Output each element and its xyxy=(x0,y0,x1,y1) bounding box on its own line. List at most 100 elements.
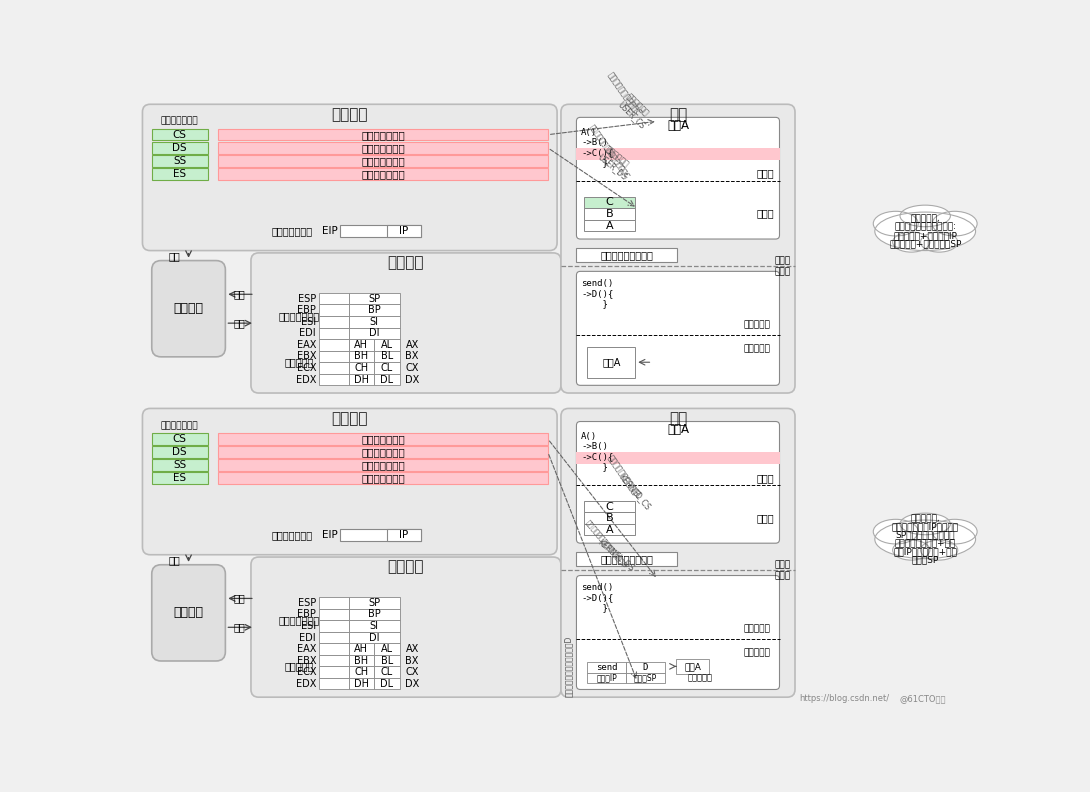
FancyBboxPatch shape xyxy=(577,576,779,690)
Text: 指令指针寄存器: 指令指针寄存器 xyxy=(271,531,313,540)
Ellipse shape xyxy=(900,205,950,227)
Text: EIP: EIP xyxy=(323,227,338,236)
Text: IP: IP xyxy=(399,530,409,540)
Ellipse shape xyxy=(932,211,977,236)
Text: DI: DI xyxy=(368,633,379,642)
Text: }: } xyxy=(581,604,608,612)
Text: 指令: 指令 xyxy=(169,251,181,261)
Text: CL: CL xyxy=(380,667,393,677)
Text: }: } xyxy=(581,463,608,471)
FancyBboxPatch shape xyxy=(143,409,557,554)
Text: SI: SI xyxy=(370,317,378,327)
Text: AH: AH xyxy=(354,340,368,350)
Text: KERNEL_CS: KERNEL_CS xyxy=(617,473,652,512)
Text: EBX: EBX xyxy=(296,656,316,665)
Bar xyxy=(349,632,400,643)
Bar xyxy=(626,662,665,672)
FancyBboxPatch shape xyxy=(577,421,779,543)
Text: ->D(){: ->D(){ xyxy=(581,289,614,299)
Text: C: C xyxy=(606,501,614,512)
Ellipse shape xyxy=(875,520,976,558)
FancyBboxPatch shape xyxy=(152,565,226,661)
Text: 数据段: 数据段 xyxy=(756,208,774,219)
Bar xyxy=(577,248,677,262)
Text: EBP: EBP xyxy=(298,305,316,315)
Bar xyxy=(319,632,349,643)
Text: SP: SP xyxy=(368,598,380,607)
Text: 用户态: 用户态 xyxy=(774,560,790,569)
Text: 用户态: 用户态 xyxy=(774,256,790,265)
Bar xyxy=(319,293,349,304)
Bar xyxy=(577,148,779,160)
Text: 代码段: 代码段 xyxy=(756,473,774,483)
Text: DH: DH xyxy=(354,375,368,385)
Bar xyxy=(374,666,400,678)
Bar xyxy=(577,452,779,464)
Text: 数据单元: 数据单元 xyxy=(388,255,424,270)
Bar xyxy=(218,433,548,444)
Bar xyxy=(349,608,400,620)
Bar xyxy=(319,316,349,328)
Bar xyxy=(584,219,634,231)
Text: EAX: EAX xyxy=(296,340,316,350)
Text: 内存: 内存 xyxy=(669,107,687,122)
Text: 用户态进程执行到函数C: 用户态进程执行到函数C xyxy=(607,70,643,117)
Text: B: B xyxy=(606,513,614,524)
Bar xyxy=(349,666,374,678)
Bar xyxy=(152,168,207,180)
Bar xyxy=(626,672,665,683)
Text: DX: DX xyxy=(405,375,420,385)
Text: KERNEL_DS: KERNEL_DS xyxy=(596,538,637,573)
Bar xyxy=(588,672,626,683)
Text: A(): A() xyxy=(581,128,597,137)
Text: https://blog.csdn.net/: https://blog.csdn.net/ xyxy=(799,695,889,703)
Text: 结果: 结果 xyxy=(233,623,245,632)
Text: BP: BP xyxy=(367,305,380,315)
Text: 段选择子寄存器: 段选择子寄存器 xyxy=(161,421,198,430)
Text: 进程A: 进程A xyxy=(685,662,701,671)
Text: A(): A() xyxy=(581,432,597,441)
Text: 系统调用发送网络包: 系统调用发送网络包 xyxy=(601,554,653,565)
Bar xyxy=(218,472,548,484)
Text: BL: BL xyxy=(380,656,393,665)
Bar xyxy=(319,666,349,678)
Bar xyxy=(349,293,400,304)
Text: SS: SS xyxy=(173,156,186,166)
Text: A: A xyxy=(606,220,614,230)
Text: 系统调用前,: 系统调用前, xyxy=(910,215,940,223)
Text: 内核代码段: 内核代码段 xyxy=(743,320,771,329)
Text: B: B xyxy=(606,209,614,219)
Text: 指令指针寄存器: 指令指针寄存器 xyxy=(271,227,313,236)
Bar xyxy=(152,129,207,140)
Bar xyxy=(374,362,400,374)
Text: 内核数据段: 内核数据段 xyxy=(743,649,771,658)
Text: SP: SP xyxy=(368,294,380,303)
Text: AL: AL xyxy=(380,340,393,350)
Text: BL: BL xyxy=(380,352,393,361)
Text: 空间：内核代码段+指令: 空间：内核代码段+指令 xyxy=(895,539,956,548)
Text: 段描述符缓存器: 段描述符缓存器 xyxy=(361,473,405,483)
FancyBboxPatch shape xyxy=(577,117,779,239)
Text: ESI: ESI xyxy=(301,621,316,631)
FancyBboxPatch shape xyxy=(561,105,795,393)
Bar xyxy=(319,597,349,608)
Text: DS: DS xyxy=(172,143,187,153)
Text: 结果: 结果 xyxy=(233,318,245,328)
Text: 段描述符缓存器: 段描述符缓存器 xyxy=(361,156,405,166)
Text: CX: CX xyxy=(405,667,419,677)
Text: SS: SS xyxy=(173,460,186,470)
Text: }: } xyxy=(581,299,608,308)
Text: ESP: ESP xyxy=(298,294,316,303)
Bar xyxy=(349,620,400,632)
Text: 通用寄存器: 通用寄存器 xyxy=(284,357,314,367)
Bar xyxy=(218,155,548,166)
Ellipse shape xyxy=(900,513,950,535)
Text: send(): send() xyxy=(581,584,614,592)
Bar xyxy=(349,374,374,386)
Text: BH: BH xyxy=(354,656,368,665)
Bar xyxy=(349,316,400,328)
Text: 内核函数调用用栈指向函数D: 内核函数调用用栈指向函数D xyxy=(564,636,572,697)
Bar xyxy=(319,620,349,632)
Text: AH: AH xyxy=(354,644,368,654)
Text: 系统调用发送网络包: 系统调用发送网络包 xyxy=(601,250,653,261)
